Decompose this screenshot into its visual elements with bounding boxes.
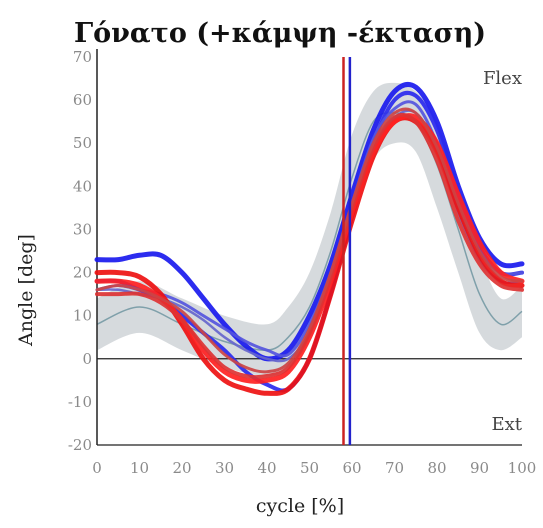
x-tick-label-9: 90: [470, 459, 489, 477]
x-tick-label-8: 80: [427, 459, 446, 477]
x-tick-label-1: 10: [130, 459, 149, 477]
event-markers: [342, 57, 352, 445]
x-tick-label-2: 20: [172, 459, 191, 477]
y-axis-label: Angle [deg]: [15, 234, 37, 347]
y-tick-label-1: 60: [73, 91, 92, 109]
y-tick-label-7: 0: [82, 350, 92, 368]
flex-annotation: Flex: [483, 68, 522, 89]
x-tick-label-0: 0: [92, 459, 102, 477]
ext-annotation: Ext: [491, 414, 522, 435]
y-tick-label-2: 50: [73, 134, 92, 152]
y-tick-label-3: 40: [73, 177, 92, 195]
y-tick-label-4: 30: [73, 220, 92, 238]
y-tick-label-0: 70: [73, 48, 92, 66]
series-line-8: [95, 107, 524, 374]
x-tick-label-5: 50: [300, 459, 319, 477]
x-axis-label: cycle [%]: [256, 495, 344, 517]
y-tick-label-9: -20: [68, 436, 92, 454]
y-tick-label-5: 20: [73, 264, 92, 282]
x-tick-label-10: 100: [508, 459, 537, 477]
series-group: [94, 81, 525, 396]
series-line-7: [95, 112, 524, 380]
y-tick-label-6: 10: [73, 307, 92, 325]
normal-mean-line: [96, 112, 523, 351]
tick-labels: 0 10 20 30 40 50 60 70 80 90 100706050403020100-10…: [68, 48, 536, 477]
x-tick-label-4: 40: [257, 459, 276, 477]
x-tick-label-7: 70: [385, 459, 404, 477]
series-line-1: [94, 81, 525, 362]
chart-title: Γόνατο (+κάμψη -έκταση): [74, 18, 486, 49]
y-tick-label-8: -10: [68, 393, 92, 411]
x-tick-label-6: 60: [342, 459, 361, 477]
x-tick-label-3: 30: [215, 459, 234, 477]
